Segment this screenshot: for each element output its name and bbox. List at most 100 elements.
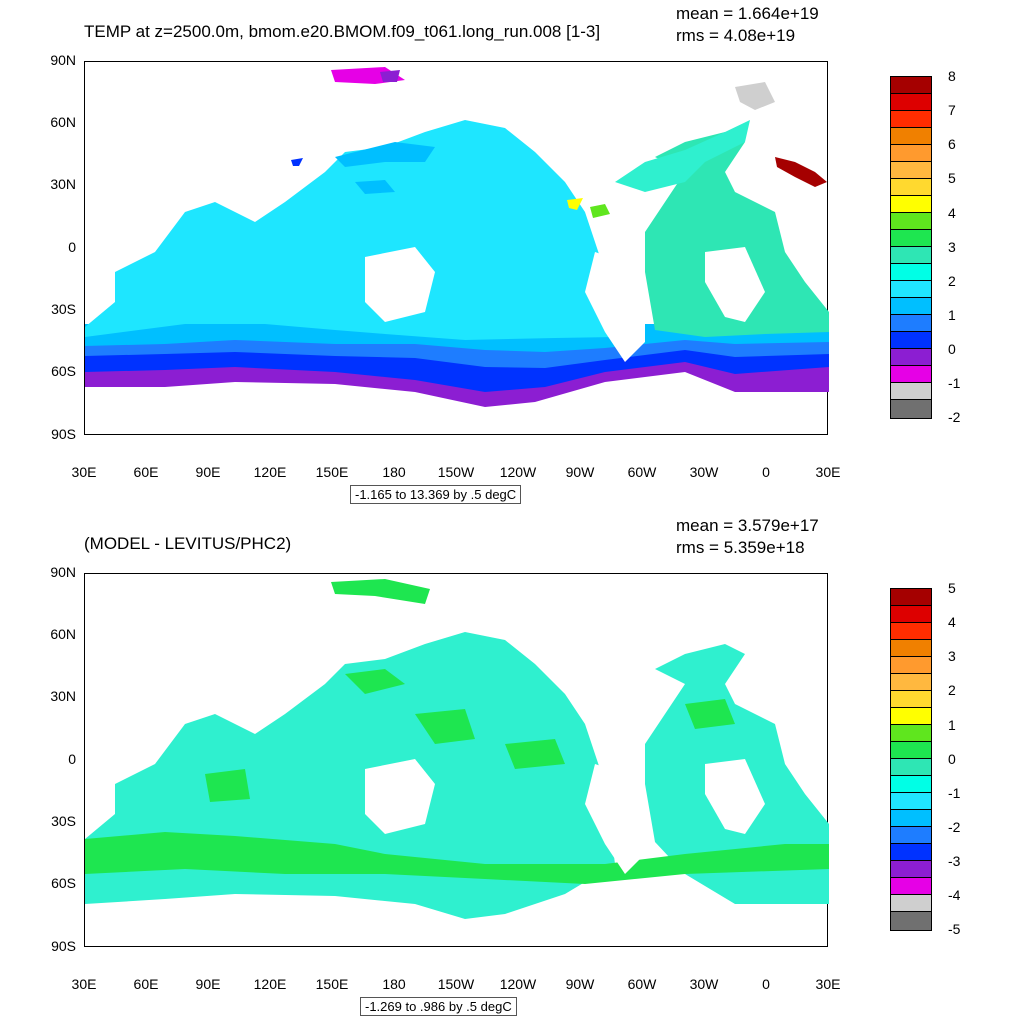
bottom-colorbar-label: 2 bbox=[948, 682, 956, 698]
top-arctic-purple bbox=[380, 70, 400, 82]
top-title: TEMP at z=2500.0m, bmom.e20.BMOM.f09_t06… bbox=[84, 22, 601, 41]
bottom-lon-label: 120W bbox=[499, 976, 537, 992]
bottom-lon-label: 90W bbox=[565, 976, 595, 992]
top-colorbar-cell bbox=[890, 314, 932, 332]
bottom-range-box: -1.269 to .986 by .5 degC bbox=[360, 997, 517, 1016]
bottom-colorbar-cell bbox=[890, 605, 932, 623]
bottom-colorbar-label: 1 bbox=[948, 717, 956, 733]
bottom-colorbar-label: 4 bbox=[948, 614, 956, 630]
bottom-colorbar-cell bbox=[890, 673, 932, 691]
top-lon-label: 0 bbox=[762, 464, 770, 480]
top-lat-label-30s: 30S bbox=[51, 301, 76, 317]
bottom-green-patch-3 bbox=[505, 739, 565, 769]
bottom-colorbar-cell bbox=[890, 775, 932, 793]
top-colorbar-cell bbox=[890, 382, 932, 400]
top-colorbar-cell bbox=[890, 331, 932, 349]
top-colorbar-cell bbox=[890, 212, 932, 230]
top-colorbar-label: 3 bbox=[948, 239, 956, 255]
top-gulf bbox=[355, 180, 395, 194]
top-southern-blue bbox=[85, 347, 829, 392]
top-north-atlantic bbox=[615, 120, 750, 192]
bottom-lon-label: 0 bbox=[762, 976, 770, 992]
top-med-red bbox=[775, 157, 827, 187]
top-yellow-sea bbox=[567, 198, 583, 210]
top-colorbar-cell bbox=[890, 110, 932, 128]
bottom-colorbar-cell bbox=[890, 843, 932, 861]
bottom-map bbox=[84, 573, 829, 947]
top-colorbar-cell bbox=[890, 229, 932, 247]
bottom-colorbar-cell bbox=[890, 809, 932, 827]
top-lat-label-0: 0 bbox=[68, 239, 76, 255]
bottom-colorbar-label: 5 bbox=[948, 580, 956, 596]
bottom-colorbar-cell bbox=[890, 741, 932, 759]
top-colorbar-cell bbox=[890, 297, 932, 315]
bottom-green-patch-5 bbox=[205, 769, 250, 802]
top-map bbox=[84, 61, 829, 435]
top-lon-label: 30E bbox=[815, 464, 841, 480]
bottom-colorbar-cell bbox=[890, 588, 932, 606]
top-colorbar-cell bbox=[890, 246, 932, 264]
top-lon-label: 90W bbox=[565, 464, 595, 480]
top-land-australia bbox=[365, 247, 435, 322]
top-colorbar-cell bbox=[890, 263, 932, 281]
top-colorbar-cell bbox=[890, 365, 932, 383]
bottom-colorbar-label: -1 bbox=[948, 785, 961, 801]
bottom-land-africa bbox=[705, 759, 765, 834]
top-colorbar-label: 5 bbox=[948, 170, 956, 186]
bottom-lon-label: 90E bbox=[195, 976, 221, 992]
top-indopacific bbox=[85, 120, 615, 340]
top-colorbar-cell bbox=[890, 93, 932, 111]
bottom-lon-label: 60E bbox=[133, 976, 159, 992]
top-colorbar bbox=[890, 76, 932, 419]
top-lon-label: 30E bbox=[71, 464, 97, 480]
bottom-lon-label: 60W bbox=[627, 976, 657, 992]
bottom-colorbar-label: -2 bbox=[948, 819, 961, 835]
bottom-lon-label: 120E bbox=[253, 976, 287, 992]
bottom-colorbar-cell bbox=[890, 792, 932, 810]
bottom-colorbar-cell bbox=[890, 894, 932, 912]
top-lat-label-60s: 60S bbox=[51, 363, 76, 379]
bottom-colorbar-cell bbox=[890, 724, 932, 742]
top-lon-label: 90E bbox=[195, 464, 221, 480]
bottom-colorbar-cell bbox=[890, 911, 932, 931]
bottom-green-patch-2 bbox=[415, 709, 475, 744]
top-lon-label: 60W bbox=[627, 464, 657, 480]
top-colorbar-label: 1 bbox=[948, 307, 956, 323]
bottom-lon-label: 150W bbox=[437, 976, 475, 992]
top-lon-label: 180 bbox=[382, 464, 406, 480]
top-colorbar-cell bbox=[890, 178, 932, 196]
bottom-colorbar-cell bbox=[890, 639, 932, 657]
bottom-green-band-south bbox=[85, 832, 829, 884]
top-lon-label: 30W bbox=[689, 464, 719, 480]
bottom-lat-label-90n: 90N bbox=[50, 564, 76, 580]
top-colorbar-label: 0 bbox=[948, 341, 956, 357]
top-colorbar-label: 7 bbox=[948, 102, 956, 118]
top-colorbar-label: 4 bbox=[948, 205, 956, 221]
bottom-colorbar-cell bbox=[890, 707, 932, 725]
bottom-colorbar bbox=[890, 588, 932, 931]
bottom-lat-label-90s: 90S bbox=[51, 938, 76, 954]
bottom-colorbar-cell bbox=[890, 622, 932, 640]
bottom-arctic bbox=[331, 579, 430, 604]
top-rms: rms = 4.08e+19 bbox=[676, 26, 796, 45]
bottom-land-south-america bbox=[585, 764, 645, 874]
top-arctic-grey bbox=[735, 82, 775, 110]
bottom-colorbar-cell bbox=[890, 758, 932, 776]
bottom-colorbar-label: 0 bbox=[948, 751, 956, 767]
top-map-svg bbox=[85, 67, 829, 407]
top-lat-label-30n: 30N bbox=[50, 176, 76, 192]
top-atlantic bbox=[645, 132, 829, 337]
bottom-lat-label-60s: 60S bbox=[51, 875, 76, 891]
top-colorbar-cell bbox=[890, 195, 932, 213]
bottom-lon-label: 30E bbox=[815, 976, 841, 992]
bottom-green-patch-4 bbox=[685, 699, 735, 729]
bottom-mean: mean = 3.579e+17 bbox=[676, 516, 819, 535]
top-green-sea bbox=[590, 204, 610, 218]
bottom-colorbar-cell bbox=[890, 690, 932, 708]
bottom-colorbar-label: -4 bbox=[948, 887, 961, 903]
top-colorbar-label: -2 bbox=[948, 409, 961, 425]
bottom-lat-label-30s: 30S bbox=[51, 813, 76, 829]
bottom-lat-label-60n: 60N bbox=[50, 626, 76, 642]
top-lon-label: 60E bbox=[133, 464, 159, 480]
bottom-lon-label: 180 bbox=[382, 976, 406, 992]
